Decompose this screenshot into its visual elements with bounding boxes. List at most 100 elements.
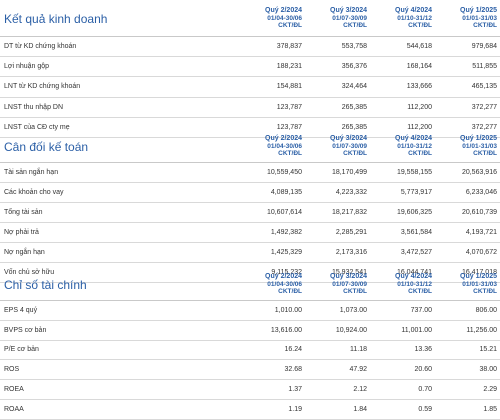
table-row: ROAA 1.19 1.84 0.59 1.85 <box>0 398 500 419</box>
column-header: Quý 1/2025 01/01-31/03 CKT/ĐL <box>435 266 500 296</box>
table-row: ROEA 1.37 2.12 0.70 2.29 <box>0 379 500 399</box>
column-unit: CKT/ĐL <box>408 22 432 29</box>
value-cell: 10,559,450 <box>266 169 302 176</box>
table-row: LNST của CĐ cty mẹ 123,787 265,385 112,200 3… <box>0 116 500 137</box>
value-cell: 511,855 <box>472 63 497 71</box>
value-cell: 6,233,046 <box>465 189 497 196</box>
table-row: P/E cơ bản 16.24 11.18 13.36 15.21 <box>0 339 500 360</box>
value-cell: 154,881 <box>276 83 302 91</box>
column-unit: CKT/ĐL <box>408 150 432 157</box>
column-quarter: Quý 3/2024 <box>330 135 367 142</box>
table-row: BVPS cơ bản 13,616.00 10,924.00 11,001.00 11… <box>0 319 500 340</box>
column-unit: CKT/ĐL <box>473 150 497 157</box>
column-period: 01/10-31/12 <box>397 280 432 288</box>
column-period: 01/07-30/09 <box>332 280 367 288</box>
value-cell: 4,193,721 <box>465 229 497 236</box>
value-cell: 13.36 <box>414 346 432 354</box>
table-row: EPS 4 quý 1,010.00 1,073.00 737.00 806.00 <box>0 300 500 320</box>
value-cell: 2.29 <box>483 386 497 394</box>
column-quarter: Quý 3/2024 <box>330 273 367 280</box>
table-row: Vốn chủ sở hữu 9,115,232 15,932,541 16,044,… <box>0 262 500 282</box>
row-label: Lợi nhuận gộp <box>4 63 50 71</box>
row-label: P/E cơ bản <box>4 346 39 354</box>
column-header: Quý 4/2024 01/10-31/12 CKT/ĐL <box>370 266 435 296</box>
column-header: Quý 3/2024 01/07-30/09 CKT/ĐL <box>305 266 370 296</box>
section-2: Chỉ số tài chính Quý 2/2024 01/04-30/06 CKT… <box>0 266 500 420</box>
column-quarter: Quý 2/2024 <box>265 7 302 14</box>
row-label: Tổng tài sản <box>4 209 43 216</box>
value-cell: 123,787 <box>276 123 302 131</box>
section-header: Chỉ số tài chính Quý 2/2024 01/04-30/06 CKT… <box>0 266 500 300</box>
column-header: Quý 2/2024 01/04-30/06 CKT/ĐL <box>240 0 305 30</box>
value-cell: 133,666 <box>406 83 432 91</box>
value-cell: 465,135 <box>471 83 497 91</box>
row-label: Nợ ngắn hạn <box>4 249 45 256</box>
value-cell: 372,277 <box>471 123 497 131</box>
value-cell: 10,607,614 <box>266 209 302 216</box>
column-quarter: Quý 1/2025 <box>460 273 497 280</box>
row-label: LNST thu nhập DN <box>4 103 64 111</box>
value-cell: 1,425,329 <box>270 249 302 256</box>
value-cell: 1.84 <box>353 405 367 413</box>
row-label: BVPS cơ bản <box>4 326 47 334</box>
section-title: Kết quả kinh doanh <box>4 12 108 26</box>
table-row: ROS 32.68 47.92 20.60 38.00 <box>0 359 500 379</box>
section-bottom-divider <box>0 136 500 138</box>
column-period: 01/01-31/03 <box>462 14 497 22</box>
value-cell: 188,231 <box>276 63 302 71</box>
row-label: DT từ KD chứng khoán <box>4 43 77 51</box>
value-cell: 324,464 <box>341 83 367 91</box>
column-unit: CKT/ĐL <box>278 288 302 295</box>
value-cell: 356,376 <box>341 63 367 71</box>
column-unit: CKT/ĐL <box>473 288 497 295</box>
value-cell: 11,001.00 <box>401 326 432 334</box>
column-period: 01/01-31/03 <box>462 142 497 150</box>
value-cell: 18,170,499 <box>331 169 367 176</box>
value-cell: 0.59 <box>418 405 432 413</box>
value-cell: 1,010.00 <box>274 306 302 314</box>
section-1: Cân đối kế toán Quý 2/2024 01/04-30/06 CKT/… <box>0 128 500 283</box>
column-unit: CKT/ĐL <box>343 288 367 295</box>
column-header: Quý 3/2024 01/07-30/09 CKT/ĐL <box>305 128 370 158</box>
column-unit: CKT/ĐL <box>343 150 367 157</box>
row-label: EPS 4 quý <box>4 306 38 314</box>
column-header: Quý 3/2024 01/07-30/09 CKT/ĐL <box>305 0 370 30</box>
column-header: Quý 2/2024 01/04-30/06 CKT/ĐL <box>240 266 305 296</box>
value-cell: 11.18 <box>350 346 367 354</box>
value-cell: 19,558,155 <box>396 169 432 176</box>
value-cell: 737.00 <box>410 306 432 314</box>
value-cell: 9,115,232 <box>271 269 302 276</box>
column-period: 01/07-30/09 <box>332 142 367 150</box>
column-quarter: Quý 1/2025 <box>460 7 497 14</box>
value-cell: 5,773,917 <box>400 189 432 196</box>
value-cell: 3,472,527 <box>400 249 432 256</box>
value-cell: 4,070,672 <box>465 249 497 256</box>
row-label: ROAA <box>4 405 24 413</box>
value-cell: 1.19 <box>288 405 302 413</box>
value-cell: 979,684 <box>471 43 497 51</box>
value-cell: 123,787 <box>276 103 302 111</box>
value-cell: 47.92 <box>349 366 367 374</box>
section-0: Kết quả kinh doanh Quý 2/2024 01/04-30/06 C… <box>0 0 500 138</box>
value-cell: 112,200 <box>407 123 432 131</box>
section-bottom-divider <box>0 282 500 283</box>
value-cell: 4,089,135 <box>270 189 302 196</box>
column-header: Quý 1/2025 01/01-31/03 CKT/ĐL <box>435 0 500 30</box>
value-cell: 16.24 <box>284 346 302 354</box>
table-row: Tổng tài sản 10,607,614 18,217,832 19,606,3… <box>0 202 500 222</box>
table-row: Nợ phải trả 1,492,382 2,285,291 3,561,584 4,… <box>0 222 500 242</box>
column-unit: CKT/ĐL <box>408 288 432 295</box>
value-cell: 1.37 <box>288 386 302 394</box>
value-cell: 553,758 <box>341 43 367 51</box>
column-period: 01/10-31/12 <box>397 142 432 150</box>
value-cell: 372,277 <box>471 103 497 111</box>
section-header: Cân đối kế toán Quý 2/2024 01/04-30/06 CKT/… <box>0 128 500 162</box>
value-cell: 2.12 <box>353 386 367 394</box>
value-cell: 806.00 <box>475 306 497 314</box>
value-cell: 1,492,382 <box>270 229 302 236</box>
table-row: DT từ KD chứng khoán 378,837 553,758 544,61… <box>0 36 500 56</box>
row-label: Tài sản ngắn hạn <box>4 169 59 176</box>
table-row: LNST thu nhập DN 123,787 265,385 112,200 372… <box>0 96 500 117</box>
value-cell: 1,073.00 <box>339 306 367 314</box>
row-label: Vốn chủ sở hữu <box>4 269 55 276</box>
